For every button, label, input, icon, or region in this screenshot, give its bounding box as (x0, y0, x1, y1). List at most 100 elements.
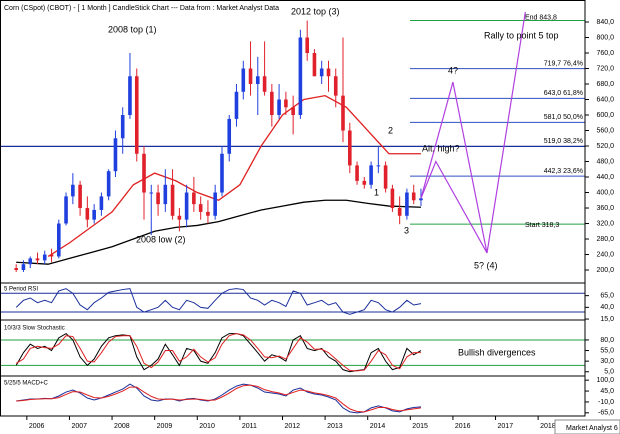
candle-body (134, 76, 139, 154)
projection-line (420, 11, 526, 254)
candle-body (177, 215, 182, 220)
candle-body (305, 37, 309, 54)
x-tick-label: 2015 (412, 423, 428, 430)
candle-body (234, 91, 239, 119)
candle-body (291, 107, 295, 116)
candle-body (170, 184, 175, 216)
candle-body (369, 165, 373, 185)
y-tick-label: 45,0 (600, 388, 614, 395)
y-tick-label: 760,0 (596, 50, 614, 57)
chart-title: Corn (CSpot) (CBOT) - [ 1 Month ] Candle… (4, 5, 279, 12)
x-tick-label: 2012 (284, 423, 300, 430)
macd-panel-border (0, 375, 586, 417)
candle-body (28, 258, 33, 265)
annotation: 3 (404, 225, 409, 235)
candle-body (192, 192, 196, 205)
candle-body (262, 76, 267, 92)
candle-body (163, 184, 168, 205)
candle-body (277, 99, 281, 116)
candle-body (64, 196, 68, 224)
candle-body (397, 208, 402, 216)
candle-body (113, 138, 118, 172)
candle-body (99, 196, 104, 210)
x-tick-label: 2008 (114, 423, 130, 430)
annotation: 2012 top (3) (291, 6, 340, 16)
candle-body (355, 165, 359, 181)
y-tick-label: -65,0 (598, 410, 614, 417)
candle-body (56, 223, 61, 257)
y-tick-label: 480,0 (596, 158, 614, 165)
candle-body (419, 198, 423, 201)
x-tick-label: 2010 (199, 423, 215, 430)
panel-title: 5 Period RSI (4, 287, 38, 293)
y-tick-label: 720,0 (596, 65, 614, 72)
annotation: Bullish divergences (458, 347, 536, 357)
candle-body (362, 180, 367, 185)
level-label: End 843,8 (525, 14, 557, 21)
candle-body (319, 68, 324, 77)
x-tick-label: 2011 (242, 423, 257, 430)
y-tick-label: 80,0 (600, 337, 614, 344)
indicator-line (15, 333, 421, 372)
annotation: 2008 low (2) (136, 234, 186, 244)
x-tick-label: 2006 (29, 423, 45, 430)
candle-body (198, 204, 203, 212)
y-tick-label: 320,0 (596, 220, 614, 227)
y-tick-label: 65,0 (600, 292, 614, 299)
annotation: 2008 top (1) (108, 24, 157, 34)
annotation: 1 (374, 187, 379, 197)
y-tick-label: 680,0 (596, 81, 614, 88)
x-tick-label: 2013 (327, 423, 343, 430)
projection-line (420, 160, 488, 254)
candle-body (21, 264, 26, 271)
candle-body (405, 192, 409, 216)
x-tick-label: 2016 (455, 423, 471, 430)
y-tick-label: 560,0 (596, 127, 614, 134)
indicator-line (16, 383, 422, 414)
annotation: 2 (388, 125, 393, 135)
candle-body (326, 68, 331, 77)
footer-box (554, 419, 620, 434)
panel-title: 5/25/5 MACD+C (4, 381, 49, 387)
candle-body (85, 208, 90, 220)
candle-body (128, 76, 132, 116)
x-tick-label: 2014 (370, 423, 386, 430)
annotation: 4? (448, 65, 458, 75)
x-tick-label: 2007 (71, 423, 87, 430)
candle-body (298, 37, 303, 116)
candle-body (92, 209, 96, 220)
y-tick-label: 240,0 (596, 251, 614, 258)
moving-average (16, 199, 421, 265)
annotation: Rally to point 5 top (484, 30, 559, 40)
annotation: 5? (4) (474, 260, 498, 270)
candle-body (390, 188, 395, 209)
candle-body (220, 153, 224, 193)
fib-label: 442,3 23,6% (544, 168, 583, 175)
y-tick-label: 15,0 (600, 316, 614, 323)
candle-body (348, 130, 352, 166)
y-tick-label: 200,0 (596, 267, 614, 274)
y-tick-label: 30,0 (600, 358, 614, 365)
x-tick-label: 2018 (540, 423, 556, 430)
fib-label: 643,0 61,8% (544, 90, 583, 97)
y-tick-label: -10,0 (598, 399, 614, 406)
candle-body (383, 165, 388, 189)
y-tick-label: 100,0 (596, 377, 614, 384)
y-tick-label: 840,0 (596, 19, 614, 26)
y-tick-label: 55,0 (600, 347, 614, 354)
y-tick-label: 600,0 (596, 112, 614, 119)
candle-body (120, 115, 125, 139)
footer: Market Analyst 6 (566, 425, 618, 432)
candle-body (341, 95, 345, 131)
y-tick-label: 400,0 (596, 189, 614, 196)
level-label: Start 318,3 (525, 222, 559, 229)
moving-average (47, 94, 421, 258)
candle-body (270, 91, 274, 116)
y-tick-label: 640,0 (596, 96, 614, 103)
panel-title: 10/3/3 Slow Stochastic (4, 326, 65, 332)
candle-body (106, 171, 111, 197)
y-tick-label: 360,0 (596, 205, 614, 212)
x-tick-label: 2017 (498, 423, 514, 430)
candle-body (241, 68, 246, 92)
